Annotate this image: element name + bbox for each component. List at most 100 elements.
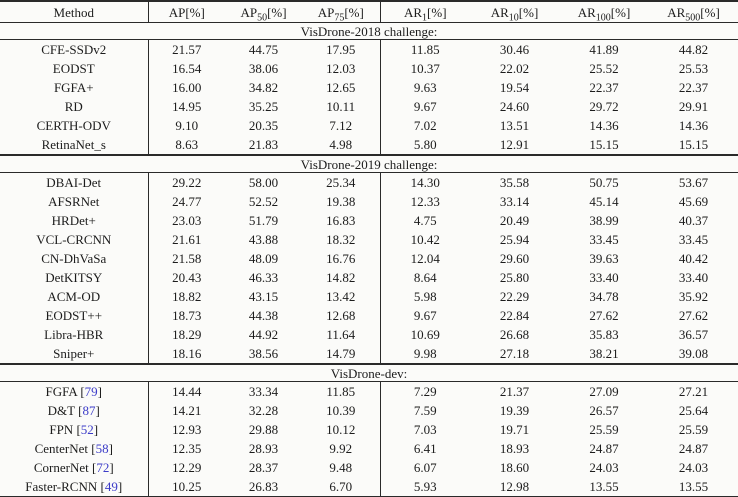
header-ar500: AR500[%]: [649, 1, 738, 23]
citation-link[interactable]: 87: [82, 403, 96, 418]
value-cell: 29.60: [499, 251, 530, 266]
method-cell: AFSRNet: [48, 194, 100, 209]
value-cell: 27.21: [678, 384, 709, 399]
value-cell: 36.57: [678, 327, 709, 342]
table-header: Method AP[%] AP50[%] AP75[%] AR1[%] AR10[%] AR…: [0, 1, 738, 23]
value-cell: 27.62: [589, 308, 619, 323]
citation-link[interactable]: 79: [84, 384, 98, 399]
value-cell: 20.43: [147, 268, 225, 287]
value-cell: 45.14: [589, 194, 619, 209]
method-cell: CornerNet [72]: [33, 460, 114, 475]
header-subscript: 100: [595, 12, 611, 23]
value-cell: 9.67: [379, 97, 470, 116]
value-cell: 10.12: [326, 422, 356, 437]
method-cell: VCL-CRCNN: [36, 232, 112, 247]
header-subscript: 75: [334, 12, 345, 23]
value-cell: 13.55: [589, 479, 619, 494]
table-row: Libra-HBR 18.29 44.92 11.64 10.69 26.68 35.83 3…: [0, 325, 738, 344]
method-cell: HRDet+: [51, 213, 96, 228]
citation-link[interactable]: 52: [80, 422, 94, 437]
value-cell: 22.37: [678, 80, 709, 95]
table-row: RD 14.95 35.25 10.11 9.67 24.60 29.72 29.91: [0, 97, 738, 116]
value-cell: 53.67: [678, 175, 709, 190]
value-cell: 45.69: [678, 194, 709, 209]
table-row: CERTH-ODV 9.10 20.35 7.12 7.02 13.51 14.36 14.3…: [0, 116, 738, 135]
value-cell: 10.25: [147, 477, 225, 497]
value-cell: 12.68: [326, 308, 356, 323]
value-cell: 18.32: [326, 232, 356, 247]
value-cell: 25.59: [678, 422, 709, 437]
method-cell: Libra-HBR: [44, 327, 104, 342]
value-cell: 9.63: [379, 78, 470, 97]
table-row: Faster-RCNN [49] 10.25 26.83 6.70 5.93 12.98 1…: [0, 477, 738, 497]
value-cell: 9.98: [379, 344, 470, 364]
citation-link[interactable]: 49: [104, 479, 118, 494]
value-cell: 24.77: [147, 192, 225, 211]
table-row: AFSRNet 24.77 52.52 19.38 12.33 33.14 45.14 45.…: [0, 192, 738, 211]
value-cell: 29.72: [589, 99, 619, 114]
value-cell: 13.42: [326, 289, 356, 304]
header-ap50: AP50[%]: [225, 1, 302, 23]
method-cell: EODST: [52, 61, 95, 76]
value-cell: 24.03: [678, 460, 709, 475]
section-row: VisDrone-dev:: [0, 363, 738, 382]
value-cell: 18.82: [147, 287, 225, 306]
value-cell: 23.03: [147, 211, 225, 230]
section-title: VisDrone-2018 challenge:: [0, 22, 738, 40]
citation-link[interactable]: 72: [96, 460, 110, 475]
header-ar100: AR100[%]: [559, 1, 649, 23]
value-cell: 13.55: [678, 479, 709, 494]
table-row: FGFA+ 16.00 34.82 12.65 9.63 19.54 22.37 22.37: [0, 78, 738, 97]
value-cell: 19.54: [499, 80, 530, 95]
method-cell: DBAI-Det: [46, 175, 102, 190]
header-ap75: AP75[%]: [302, 1, 380, 23]
value-cell: 26.83: [248, 479, 279, 494]
value-cell: 48.09: [248, 251, 279, 266]
value-cell: 35.83: [589, 327, 619, 342]
value-cell: 33.34: [248, 384, 279, 399]
value-cell: 18.73: [147, 306, 225, 325]
value-cell: 6.70: [329, 479, 353, 494]
value-cell: 12.98: [499, 479, 530, 494]
header-ap: AP[%]: [147, 1, 225, 23]
method-cell: FGFA+: [53, 80, 94, 95]
value-cell: 26.68: [499, 327, 530, 342]
value-cell: 33.40: [678, 270, 709, 285]
value-cell: 35.92: [678, 289, 709, 304]
value-cell: 38.56: [248, 346, 279, 361]
citation-link[interactable]: 58: [95, 441, 109, 456]
value-cell: 9.48: [329, 460, 353, 475]
section-row: VisDrone-2018 challenge:: [0, 22, 738, 40]
method-cell: DetKITSY: [45, 270, 103, 285]
value-cell: 21.58: [147, 249, 225, 268]
value-cell: 38.21: [589, 346, 619, 361]
value-cell: 14.82: [326, 270, 356, 285]
value-cell: 19.71: [499, 422, 530, 437]
value-cell: 12.65: [326, 80, 356, 95]
value-cell: 10.42: [379, 230, 470, 249]
value-cell: 35.58: [499, 175, 530, 190]
value-cell: 40.37: [678, 213, 709, 228]
value-cell: 27.62: [678, 308, 709, 323]
value-cell: 26.57: [589, 403, 619, 418]
value-cell: 50.75: [589, 175, 619, 190]
header-subscript: 10: [508, 12, 519, 23]
value-cell: 40.42: [678, 251, 709, 266]
method-cell: CenterNet [58]: [34, 441, 113, 456]
value-cell: 32.28: [248, 403, 279, 418]
value-cell: 7.02: [379, 116, 470, 135]
value-cell: 4.75: [379, 211, 470, 230]
value-cell: 25.59: [589, 422, 619, 437]
method-cell: RetinaNet_s: [41, 137, 106, 152]
value-cell: 16.54: [147, 59, 225, 78]
value-cell: 41.89: [589, 42, 619, 57]
value-cell: 10.69: [379, 325, 470, 344]
table-row: EODST++ 18.73 44.38 12.68 9.67 22.84 27.62 27.6…: [0, 306, 738, 325]
value-cell: 43.15: [248, 289, 279, 304]
method-cell: CERTH-ODV: [36, 118, 111, 133]
method-cell: FGFA [79]: [45, 384, 103, 399]
table-row: FPN [52] 12.93 29.88 10.12 7.03 19.71 25.59 25.…: [0, 420, 738, 439]
value-cell: 34.82: [248, 80, 279, 95]
value-cell: 25.52: [589, 61, 619, 76]
header-subscript: 500: [685, 12, 701, 23]
